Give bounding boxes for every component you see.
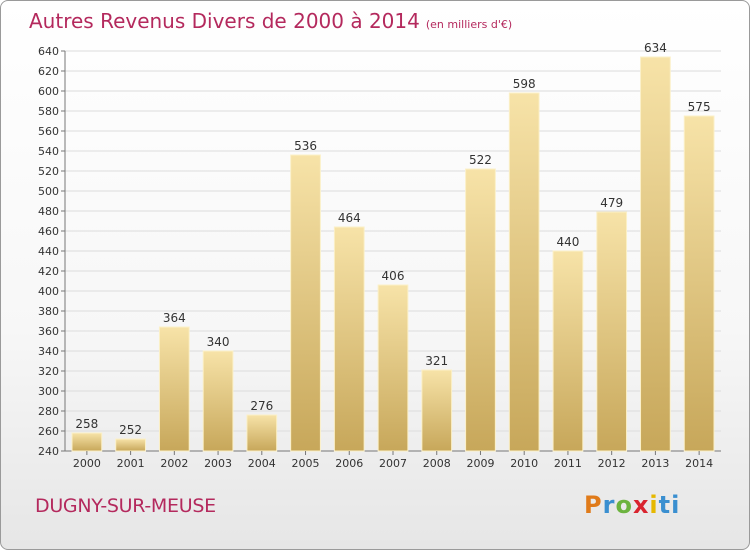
bar-2010: [508, 92, 540, 452]
bar-2011: [552, 250, 584, 452]
y-tick-label: 300: [38, 385, 59, 398]
x-tick-label-2009: 2009: [466, 457, 494, 470]
data-label-2007: 406: [382, 269, 405, 283]
bar-2005: [290, 154, 321, 452]
bar-2006: [333, 226, 365, 452]
bar-2013: [640, 56, 671, 452]
bar-2003: [202, 350, 234, 452]
x-tick-label-2004: 2004: [248, 457, 276, 470]
data-label-2002: 364: [163, 311, 186, 325]
data-label-2008: 321: [425, 354, 448, 368]
data-label-2013: 634: [644, 41, 667, 55]
y-tick-label: 560: [38, 125, 59, 138]
y-tick-label: 640: [38, 45, 59, 58]
bar-2014: [683, 115, 715, 452]
bar-2002: [158, 326, 190, 452]
data-labels: 258 252 364 340 276 536 464 406 321 522 598 440 479 6…: [75, 41, 710, 437]
y-tick-label: 620: [38, 65, 59, 78]
y-tick-label: 380: [38, 305, 59, 318]
data-label-2003: 340: [207, 335, 230, 349]
y-tick-label: 400: [38, 285, 59, 298]
data-label-2000: 258: [75, 417, 98, 431]
x-tick-label-2001: 2001: [117, 457, 145, 470]
data-label-2006: 464: [338, 211, 361, 225]
x-tick-label-2012: 2012: [598, 457, 626, 470]
y-tick-label: 340: [38, 345, 59, 358]
x-tick-label-2007: 2007: [379, 457, 407, 470]
y-tick-label: 460: [38, 225, 59, 238]
y-tick-label: 360: [38, 325, 59, 338]
proxiti-logo[interactable]: Proxiti: [584, 491, 681, 519]
chart-title-text: Autres Revenus Divers de 2000 à 2014: [29, 9, 420, 33]
x-tick-label-2014: 2014: [685, 457, 713, 470]
bar-2004: [246, 414, 278, 452]
x-tick-label-2002: 2002: [160, 457, 188, 470]
y-tick-label: 600: [38, 85, 59, 98]
bar-2008: [421, 369, 453, 452]
x-tick-label-2011: 2011: [554, 457, 582, 470]
y-tick-label: 260: [38, 425, 59, 438]
bars: [71, 56, 715, 452]
data-label-2014: 575: [688, 100, 711, 114]
y-tick-label: 540: [38, 145, 59, 158]
bar-2007: [377, 284, 409, 452]
chart-title: Autres Revenus Divers de 2000 à 2014 (en …: [29, 9, 512, 33]
x-tick-label-2006: 2006: [335, 457, 363, 470]
bar-2001: [115, 438, 146, 452]
bar-2000: [71, 432, 103, 452]
y-tick-label: 500: [38, 185, 59, 198]
chart-title-unit: (en milliers d'€): [425, 18, 513, 31]
y-tick-label: 440: [38, 245, 59, 258]
x-tick-label-2013: 2013: [641, 457, 669, 470]
data-label-2012: 479: [600, 196, 623, 210]
data-label-2001: 252: [119, 423, 142, 437]
bar-2009: [465, 168, 496, 452]
data-label-2004: 276: [250, 399, 273, 413]
data-label-2010: 598: [513, 77, 536, 91]
y-tick-label: 580: [38, 105, 59, 118]
data-label-2011: 440: [556, 235, 579, 249]
data-label-2009: 522: [469, 153, 492, 167]
x-tick-label-2008: 2008: [423, 457, 451, 470]
y-tick-label: 240: [38, 445, 59, 458]
x-tick-label-2003: 2003: [204, 457, 232, 470]
y-tick-label: 520: [38, 165, 59, 178]
x-tick-labels: 2000 2001 2002 2003 2004 2005 2006 2007 2008 2009…: [73, 451, 713, 470]
commune-name: DUGNY-SUR-MEUSE: [35, 495, 216, 517]
x-tick-label-2000: 2000: [73, 457, 101, 470]
y-tick-label: 480: [38, 205, 59, 218]
data-label-2005: 536: [294, 139, 317, 153]
x-tick-label-2010: 2010: [510, 457, 538, 470]
y-tick-label: 280: [38, 405, 59, 418]
y-tick-label: 420: [38, 265, 59, 278]
y-tick-labels: 240 260 280 300 320 340 360 380 400 420 440 460 480 5…: [38, 45, 59, 458]
y-tick-label: 320: [38, 365, 59, 378]
bar-2012: [596, 211, 628, 452]
x-tick-label-2005: 2005: [292, 457, 320, 470]
